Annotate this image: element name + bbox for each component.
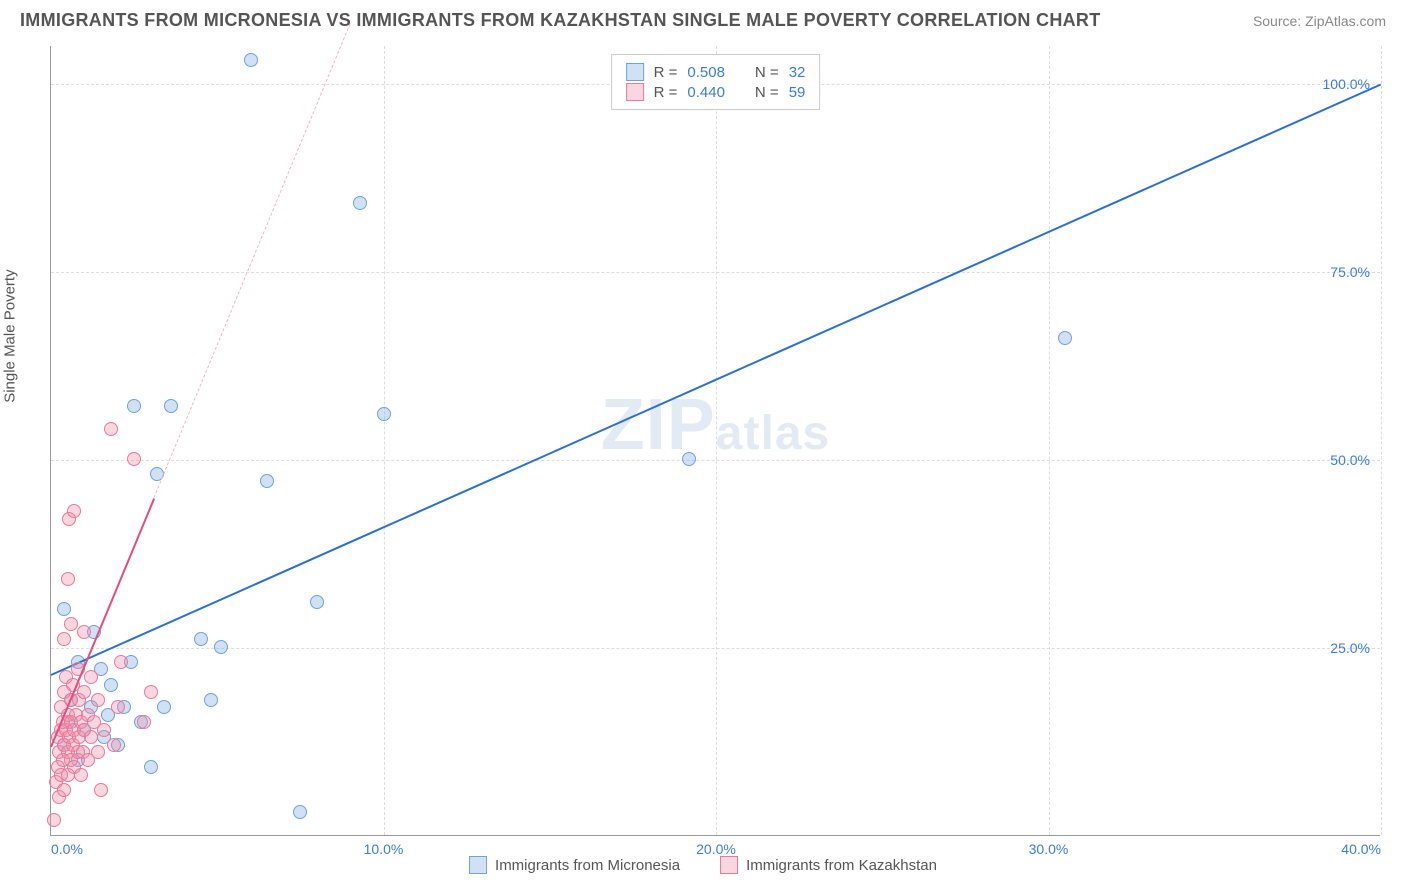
gridline-vertical [1049,46,1050,835]
data-point-kazakhstan [47,813,61,827]
r-value-kazakhstan: 0.440 [687,84,725,101]
watermark-main: ZIP [601,385,716,465]
data-point-micronesia [1058,331,1072,345]
data-point-micronesia [164,399,178,413]
legend-item-kazakhstan: Immigrants from Kazakhstan [720,856,937,874]
correlation-legend: R = 0.508 N = 32 R = 0.440 N = 59 [611,54,821,110]
series-legend: Immigrants from Micronesia Immigrants fr… [469,856,937,874]
x-tick-label: 40.0% [1341,841,1381,857]
swatch-kazakhstan [626,83,644,101]
watermark-sub: atlas [716,407,830,460]
data-point-kazakhstan [57,783,71,797]
chart-header: IMMIGRANTS FROM MICRONESIA VS IMMIGRANTS… [0,0,1406,36]
y-axis-label: Single Male Poverty [2,269,19,402]
data-point-kazakhstan [144,685,158,699]
data-point-kazakhstan [84,730,98,744]
series-label-micronesia: Immigrants from Micronesia [495,857,680,874]
n-value-micronesia: 32 [789,64,806,81]
r-prefix: R = [654,84,678,101]
data-point-micronesia [194,632,208,646]
data-point-kazakhstan [91,693,105,707]
chart-source: Source: ZipAtlas.com [1253,13,1386,29]
x-tick-label: 20.0% [696,841,736,857]
data-point-kazakhstan [111,700,125,714]
plot-area: ZIPatlas R = 0.508 N = 32 R = 0.440 N = … [50,46,1380,836]
legend-item-micronesia: Immigrants from Micronesia [469,856,680,874]
data-point-micronesia [144,760,158,774]
data-point-micronesia [310,595,324,609]
data-point-kazakhstan [57,632,71,646]
y-tick-label: 75.0% [1330,264,1370,280]
data-point-micronesia [157,700,171,714]
gridline-vertical [384,46,385,835]
x-tick-label: 10.0% [364,841,404,857]
legend-row-kazakhstan: R = 0.440 N = 59 [626,83,806,101]
data-point-micronesia [127,399,141,413]
data-point-kazakhstan [61,572,75,586]
gridline-vertical [1381,46,1382,835]
x-tick-label: 0.0% [51,841,83,857]
data-point-kazakhstan [107,738,121,752]
chart-container: Single Male Poverty ZIPatlas R = 0.508 N… [0,36,1406,886]
data-point-micronesia [204,693,218,707]
data-point-kazakhstan [114,655,128,669]
data-point-micronesia [682,452,696,466]
data-point-kazakhstan [91,745,105,759]
r-value-micronesia: 0.508 [687,64,725,81]
regression-dash-kazakhstan [154,24,351,498]
data-point-micronesia [244,53,258,67]
x-tick-label: 30.0% [1029,841,1069,857]
series-label-kazakhstan: Immigrants from Kazakhstan [746,857,937,874]
n-prefix: N = [755,64,779,81]
y-tick-label: 25.0% [1330,640,1370,656]
gridline-vertical [716,46,717,835]
data-point-micronesia [377,407,391,421]
y-tick-label: 100.0% [1323,76,1370,92]
data-point-kazakhstan [137,715,151,729]
data-point-micronesia [353,196,367,210]
swatch-kazakhstan-icon [720,856,738,874]
swatch-micronesia [626,63,644,81]
data-point-kazakhstan [84,670,98,684]
data-point-kazakhstan [104,422,118,436]
data-point-kazakhstan [64,617,78,631]
data-point-kazakhstan [127,452,141,466]
data-point-micronesia [104,678,118,692]
swatch-micronesia-icon [469,856,487,874]
chart-title: IMMIGRANTS FROM MICRONESIA VS IMMIGRANTS… [20,10,1101,31]
data-point-micronesia [260,474,274,488]
data-point-micronesia [214,640,228,654]
data-point-kazakhstan [74,768,88,782]
data-point-micronesia [293,805,307,819]
r-prefix: R = [654,64,678,81]
data-point-micronesia [57,602,71,616]
data-point-kazakhstan [77,625,91,639]
data-point-kazakhstan [67,504,81,518]
legend-row-micronesia: R = 0.508 N = 32 [626,63,806,81]
data-point-kazakhstan [97,723,111,737]
n-value-kazakhstan: 59 [789,84,806,101]
y-tick-label: 50.0% [1330,452,1370,468]
data-point-kazakhstan [77,685,91,699]
n-prefix: N = [755,84,779,101]
data-point-kazakhstan [94,783,108,797]
